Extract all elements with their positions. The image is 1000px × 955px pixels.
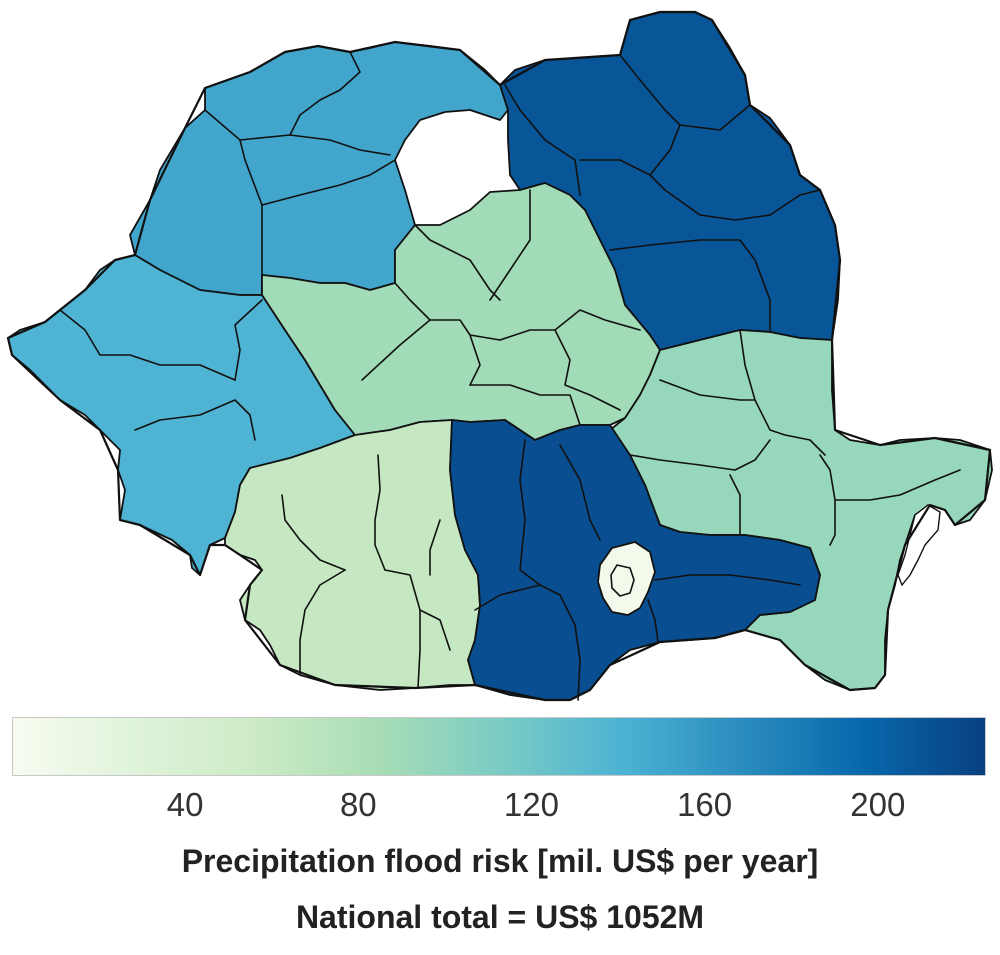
region-south-west (224, 419, 481, 691)
colorbar-tick-label: 80 (339, 786, 377, 823)
colorbar-tick-label: 200 (850, 786, 906, 823)
colorbar-tick-label: 40 (166, 786, 204, 823)
choropleth-map (6, 10, 993, 702)
national-total: National total = US$ 1052M (295, 899, 705, 935)
colorbar-tick-label: 160 (677, 786, 733, 823)
region-bucharest-ilfov (597, 541, 656, 616)
country-outline (6, 10, 992, 702)
colorbar (12, 717, 986, 776)
bucharest-city-border (610, 564, 635, 597)
legend-title: Precipitation flood risk [mil. US$ per y… (181, 843, 819, 879)
colorbar-tick-label: 120 (503, 786, 559, 823)
county-borders (59, 51, 961, 701)
danube-delta-water (897, 504, 941, 587)
